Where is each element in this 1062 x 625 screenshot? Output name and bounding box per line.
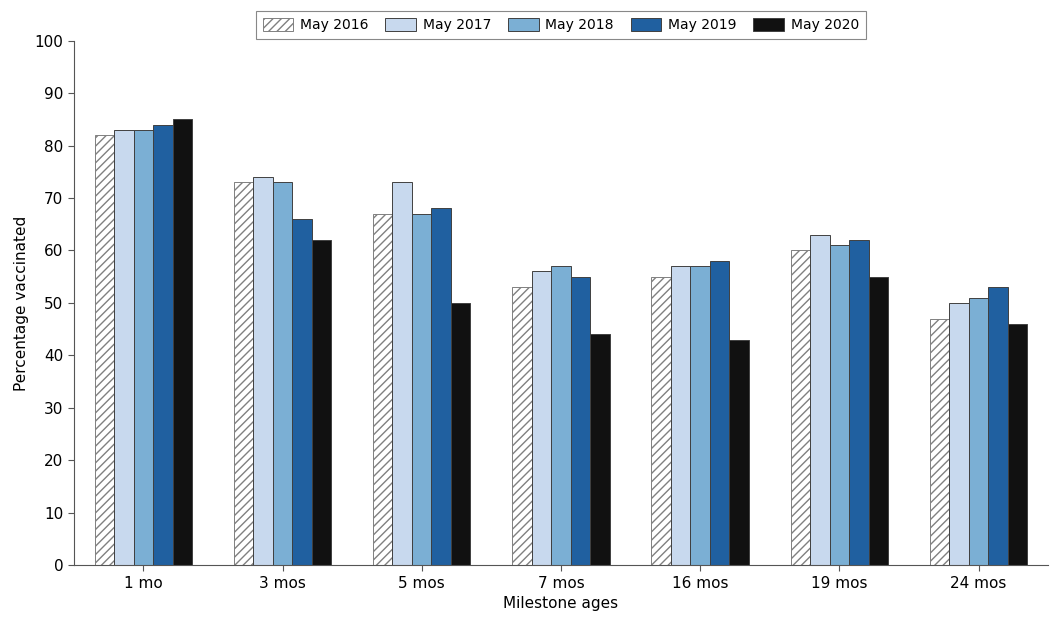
Bar — [1008, 324, 1027, 565]
Bar — [690, 266, 709, 565]
Bar — [790, 251, 810, 565]
Bar — [989, 287, 1008, 565]
Bar — [292, 219, 312, 565]
Bar — [869, 277, 888, 565]
Bar — [969, 298, 989, 565]
Bar — [829, 245, 849, 565]
Bar — [810, 235, 829, 565]
Bar — [393, 182, 412, 565]
Bar — [312, 240, 331, 565]
Bar — [373, 214, 393, 565]
Bar — [512, 287, 532, 565]
Bar — [431, 209, 451, 565]
Bar — [273, 182, 292, 565]
Bar — [551, 266, 570, 565]
Bar — [570, 277, 590, 565]
Bar — [671, 266, 690, 565]
Bar — [172, 119, 192, 565]
X-axis label: Milestone ages: Milestone ages — [503, 596, 618, 611]
Bar — [930, 319, 949, 565]
Bar — [153, 124, 172, 565]
Bar — [451, 303, 470, 565]
Bar — [709, 261, 730, 565]
Y-axis label: Percentage vaccinated: Percentage vaccinated — [14, 215, 29, 391]
Bar — [412, 214, 431, 565]
Bar — [590, 334, 610, 565]
Bar — [234, 182, 254, 565]
Bar — [114, 130, 134, 565]
Bar — [730, 339, 749, 565]
Bar — [254, 177, 273, 565]
Legend: May 2016, May 2017, May 2018, May 2019, May 2020: May 2016, May 2017, May 2018, May 2019, … — [256, 11, 866, 39]
Bar — [651, 277, 671, 565]
Bar — [134, 130, 153, 565]
Bar — [849, 240, 869, 565]
Bar — [949, 303, 969, 565]
Bar — [95, 135, 114, 565]
Bar — [532, 271, 551, 565]
